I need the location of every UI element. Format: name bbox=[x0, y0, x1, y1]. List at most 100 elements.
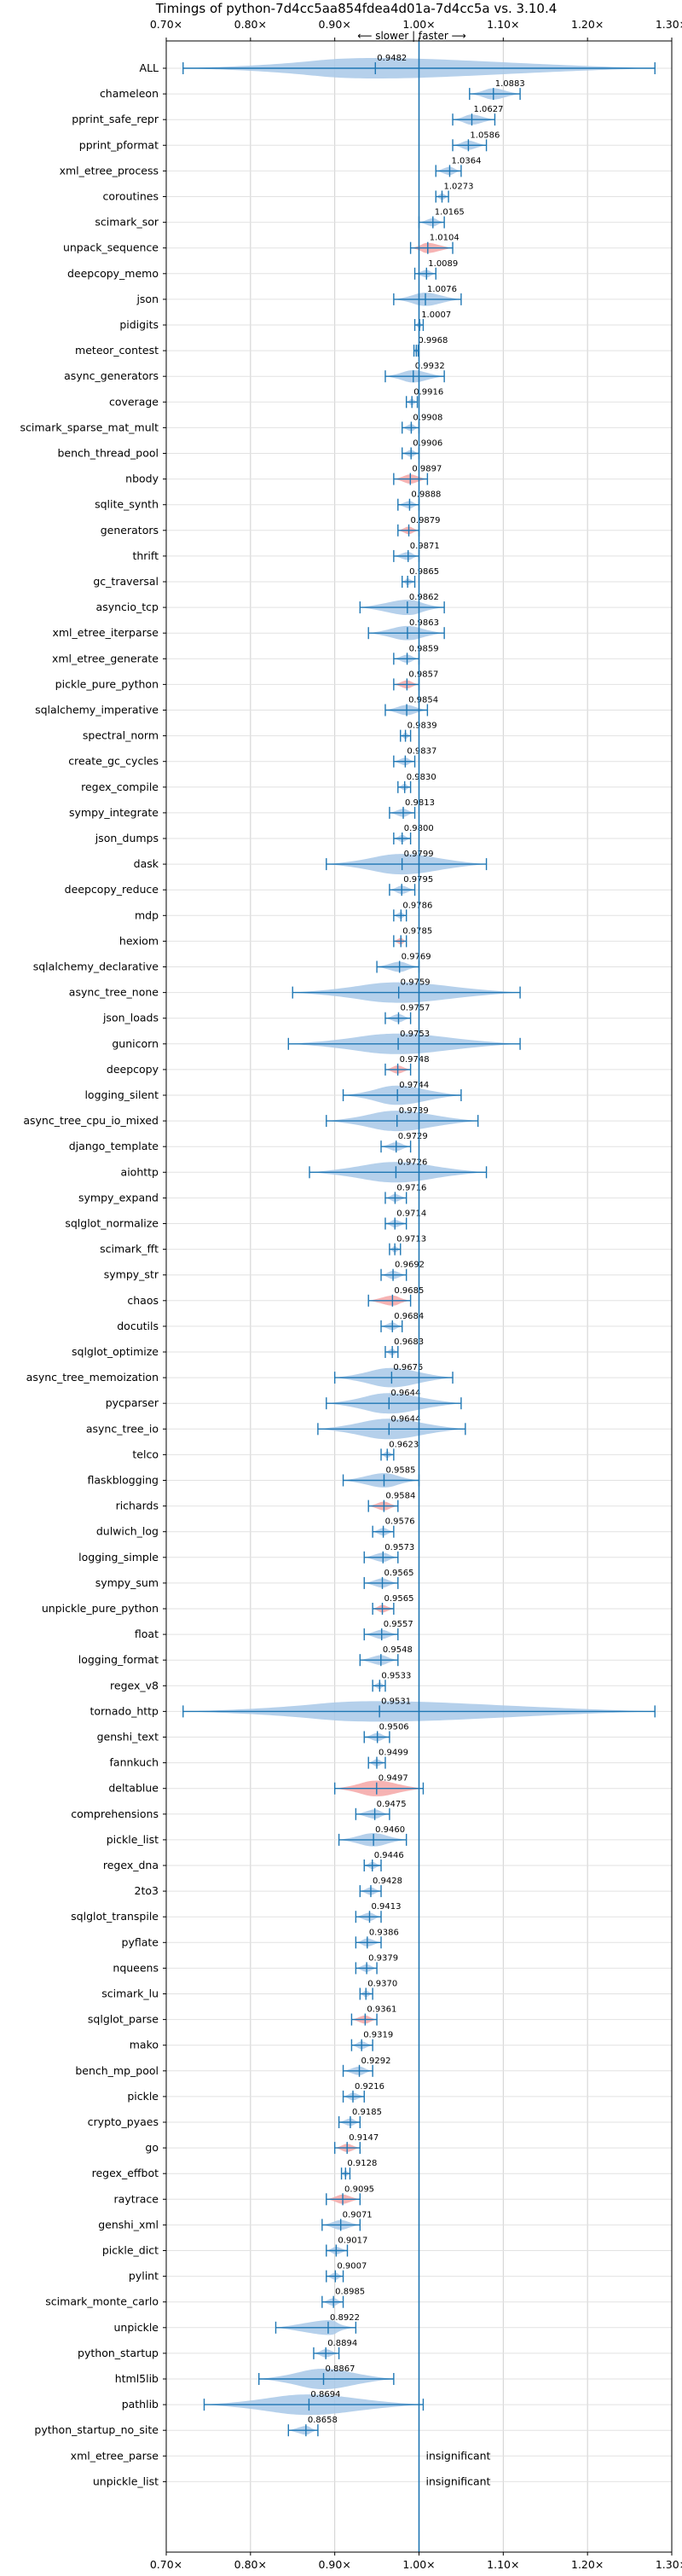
benchmark-row: float 0.9557 bbox=[135, 1620, 413, 1641]
x-tick-label-top: 1.00× bbox=[402, 18, 435, 31]
benchmark-row: pprint_safe_repr 1.0627 bbox=[72, 105, 503, 126]
benchmark-row: regex_v8 0.9533 bbox=[110, 1671, 411, 1692]
benchmark-label: pyflate bbox=[122, 1935, 159, 1948]
benchmark-row: 2to3 0.9428 bbox=[135, 1877, 402, 1898]
benchmark-row: pylint 0.9007 bbox=[129, 2262, 367, 2283]
x-tick-label-top: 1.20× bbox=[571, 18, 604, 31]
benchmark-label: chaos bbox=[127, 1294, 159, 1307]
benchmark-label: sqlite_synth bbox=[95, 498, 159, 511]
value-label: 0.9729 bbox=[398, 1132, 428, 1141]
benchmark-row: pidigits 1.0007 bbox=[119, 310, 451, 331]
benchmark-label: pprint_pformat bbox=[79, 138, 159, 151]
benchmark-label: async_generators bbox=[64, 369, 159, 382]
insignificant-label: insignificant bbox=[426, 2474, 491, 2487]
benchmark-row: genshi_xml 0.9071 bbox=[98, 2210, 373, 2231]
benchmark-row: generators 0.9879 bbox=[101, 516, 441, 537]
benchmark-label: bench_mp_pool bbox=[75, 2064, 159, 2077]
benchmark-row: asyncio_tcp 0.9862 bbox=[96, 593, 445, 616]
value-label: 0.9475 bbox=[377, 1800, 407, 1809]
benchmark-row: deltablue 0.9497 bbox=[108, 1774, 425, 1796]
benchmark-row: genshi_text 0.9506 bbox=[97, 1723, 409, 1743]
value-label: 0.9379 bbox=[368, 1953, 398, 1963]
benchmark-row: sqlalchemy_imperative 0.9854 bbox=[35, 696, 438, 717]
value-label: 0.9753 bbox=[400, 1030, 430, 1039]
benchmark-row: unpickle 0.8922 bbox=[113, 2313, 360, 2335]
value-label: 0.9482 bbox=[377, 54, 407, 63]
benchmark-row: scimark_lu 0.9370 bbox=[101, 1980, 397, 2000]
benchmark-label: xml_etree_process bbox=[60, 164, 159, 177]
benchmark-row: scimark_fft 0.9713 bbox=[100, 1235, 426, 1256]
benchmark-label: sympy_integrate bbox=[69, 806, 159, 819]
benchmark-label: asyncio_tcp bbox=[96, 600, 159, 613]
benchmark-row: unpickle_pure_python 0.9565 bbox=[42, 1594, 414, 1615]
benchmark-row: regex_dna 0.9446 bbox=[103, 1851, 404, 1871]
benchmark-label: gc_traversal bbox=[93, 575, 159, 588]
benchmark-label: xml_etree_parse bbox=[71, 2449, 159, 2462]
value-label: 0.9716 bbox=[396, 1183, 426, 1192]
value-label: 0.9216 bbox=[355, 2082, 384, 2092]
benchmark-label: deepcopy bbox=[107, 1063, 159, 1076]
benchmark-label: logging_simple bbox=[78, 1551, 159, 1564]
value-label: 0.9644 bbox=[390, 1389, 420, 1398]
benchmark-label: pidigits bbox=[119, 318, 159, 331]
value-label: 0.9785 bbox=[402, 926, 432, 936]
value-label: 0.9739 bbox=[399, 1106, 429, 1116]
benchmark-label: chameleon bbox=[100, 87, 159, 100]
benchmark-label: python_startup_no_site bbox=[34, 2423, 159, 2436]
x-tick-label-top: 0.80× bbox=[234, 18, 267, 31]
value-label: 0.9370 bbox=[367, 1980, 397, 1989]
benchmark-row: fannkuch 0.9499 bbox=[110, 1749, 408, 1769]
benchmark-row: nqueens 0.9379 bbox=[113, 1953, 398, 1975]
benchmark-row: mdp 0.9786 bbox=[135, 901, 432, 922]
benchmark-row: pprint_pformat 1.0586 bbox=[79, 131, 500, 152]
value-label: 0.9128 bbox=[347, 2159, 377, 2168]
benchmark-row: ALL 0.9482 bbox=[140, 54, 656, 78]
benchmark-label: crypto_pyaes bbox=[88, 2115, 159, 2128]
benchmark-label: sympy_expand bbox=[78, 1191, 159, 1204]
value-label: 0.9623 bbox=[389, 1440, 419, 1449]
value-label: 0.9386 bbox=[369, 1928, 399, 1937]
benchmark-label: json_loads bbox=[102, 1012, 159, 1024]
benchmark-label: gunicorn bbox=[112, 1037, 159, 1050]
benchmark-label: coroutines bbox=[103, 190, 159, 203]
value-label: 0.9413 bbox=[371, 1902, 401, 1912]
benchmark-label: sqlalchemy_declarative bbox=[33, 960, 159, 973]
benchmark-label: pprint_safe_repr bbox=[72, 113, 159, 125]
value-label: 0.9147 bbox=[349, 2133, 379, 2143]
benchmark-row: python_startup 0.8894 bbox=[78, 2339, 357, 2359]
direction-label: ⟵ slower | faster ⟶ bbox=[357, 30, 466, 42]
benchmark-label: mdp bbox=[135, 908, 159, 921]
benchmark-label: bench_thread_pool bbox=[57, 447, 159, 460]
x-tick-label-bottom: 1.20× bbox=[571, 2558, 604, 2571]
value-label: 0.9871 bbox=[410, 542, 440, 551]
value-label: 0.8658 bbox=[308, 2416, 338, 2425]
value-label: 0.9573 bbox=[384, 1543, 414, 1552]
value-label: 0.9506 bbox=[379, 1723, 409, 1732]
benchmark-label: scimark_sparse_mat_mult bbox=[20, 421, 159, 433]
benchmark-row: logging_simple 0.9573 bbox=[78, 1543, 414, 1564]
value-label: 1.0007 bbox=[421, 310, 451, 320]
benchmark-row: xml_etree_generate 0.9859 bbox=[52, 644, 439, 665]
value-label: 0.9185 bbox=[352, 2108, 382, 2117]
benchmark-row: deepcopy_reduce0.9795 bbox=[65, 875, 433, 896]
benchmark-label: regex_compile bbox=[81, 780, 159, 793]
benchmark-row: mako 0.9319 bbox=[130, 2031, 393, 2051]
x-tick-label-bottom: 0.90× bbox=[319, 2558, 351, 2571]
benchmark-label: raytrace bbox=[114, 2192, 159, 2205]
value-label: 0.9714 bbox=[396, 1210, 426, 1219]
benchmark-row: pickle_dict 0.9017 bbox=[102, 2237, 367, 2257]
benchmark-label: scimark_monte_carlo bbox=[45, 2295, 159, 2308]
benchmark-row: docutils 0.9684 bbox=[117, 1312, 424, 1332]
value-label: 0.9499 bbox=[379, 1749, 408, 1758]
benchmark-label: float bbox=[135, 1627, 159, 1640]
benchmark-label: pickle bbox=[127, 2090, 159, 2103]
value-label: 1.0104 bbox=[430, 234, 459, 243]
benchmark-row: json_loads 0.9757 bbox=[102, 1004, 430, 1024]
benchmark-row: bench_thread_pool 0.9906 bbox=[57, 439, 442, 460]
value-label: 0.9576 bbox=[385, 1517, 415, 1527]
value-label: 1.0273 bbox=[443, 183, 473, 192]
benchmark-label: sympy_sum bbox=[95, 1576, 159, 1589]
value-label: 0.9897 bbox=[412, 465, 442, 474]
value-label: 0.9865 bbox=[409, 567, 439, 577]
benchmark-row: logging_silent 0.9744 bbox=[84, 1081, 462, 1105]
